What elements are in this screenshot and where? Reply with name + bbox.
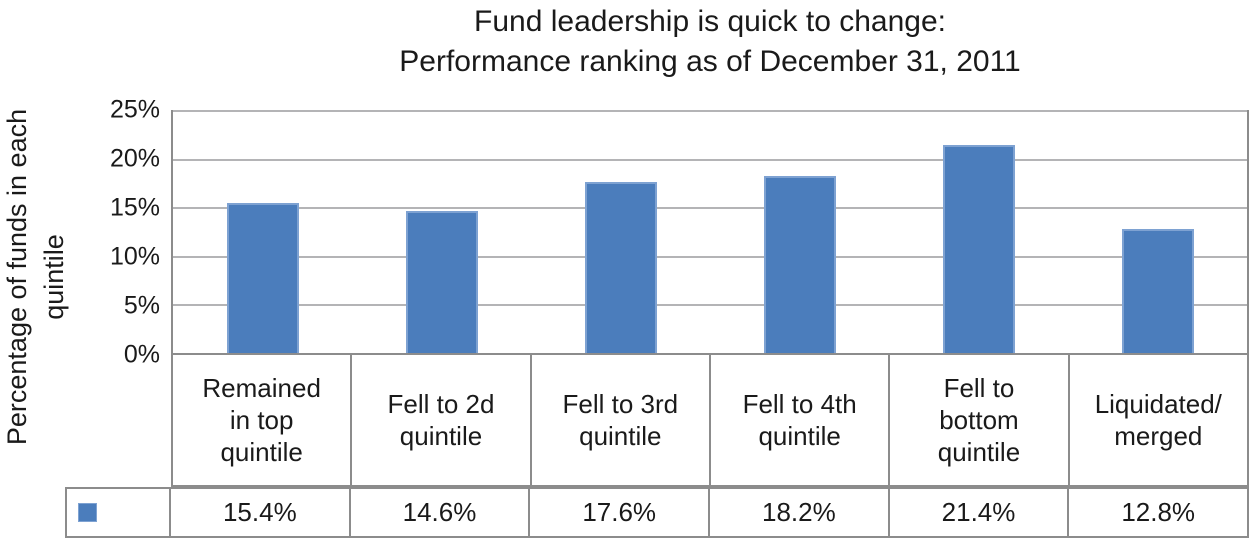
value-cell: 12.8% bbox=[1121, 497, 1196, 527]
category-cell: Fell to 4th quintile bbox=[711, 355, 891, 485]
value-cell: 15.4% bbox=[171, 489, 351, 536]
y-axis-tick-labels: 25% 20% 15% 10% 5% 0% bbox=[40, 96, 160, 369]
category-cell: Remained in top quintile bbox=[173, 355, 353, 485]
category-label-line: quintile bbox=[758, 421, 841, 451]
category-axis-row: Remained in top quintile Fell to 2d quintile… bbox=[171, 355, 1249, 487]
y-tick-label: 10% bbox=[109, 242, 160, 271]
category-label-line: Fell to 2d bbox=[387, 389, 495, 419]
gridline bbox=[173, 207, 1247, 210]
legend-cell bbox=[67, 489, 171, 536]
y-tick-label: 5% bbox=[123, 291, 160, 320]
value-cell: 14.6% bbox=[351, 489, 531, 536]
category-label-line: quintile bbox=[399, 421, 483, 451]
bar bbox=[942, 145, 1015, 353]
y-tick-label: 25% bbox=[109, 95, 160, 124]
series-legend-swatch-icon bbox=[78, 503, 97, 522]
gridline bbox=[173, 255, 1247, 258]
bar bbox=[226, 203, 299, 353]
category-label-line: quintile bbox=[220, 437, 303, 467]
category-label-line: Remained bbox=[202, 373, 321, 403]
category-cell: Fell to bottom quintile bbox=[890, 355, 1070, 485]
bar bbox=[763, 176, 836, 353]
category-cell: Fell to 3rd quintile bbox=[532, 355, 711, 485]
data-table-row: 15.4% 14.6% 17.6% 18.2% 21.4% 12.8% bbox=[65, 487, 1249, 538]
category-label-line: Fell to 3rd bbox=[562, 389, 679, 419]
bar bbox=[584, 181, 657, 353]
category-label-line: quintile bbox=[579, 421, 662, 451]
plot-area bbox=[171, 110, 1249, 355]
chart-title-line-2: Performance ranking as of December 31, 2… bbox=[399, 45, 1021, 78]
y-tick-label: 15% bbox=[109, 193, 160, 222]
bar bbox=[405, 211, 478, 353]
category-label-line: Liquidated/ bbox=[1094, 389, 1222, 419]
value-cell: 21.4% bbox=[890, 489, 1070, 536]
category-cell: Liquidated/merged bbox=[1070, 355, 1247, 485]
gridline bbox=[173, 158, 1247, 161]
y-axis-title-line-1: Percentage of funds in each bbox=[2, 108, 32, 446]
category-cell: Fell to 2d quintile bbox=[352, 355, 532, 485]
category-label-line: in top bbox=[229, 405, 294, 435]
value-cell: 18.2% bbox=[710, 489, 890, 536]
value-cell: 17.6% bbox=[530, 489, 711, 536]
y-tick-label: 20% bbox=[109, 144, 160, 173]
category-label-line: merged bbox=[1114, 421, 1203, 451]
chart-title-line-1: Fund leadership is quick to change: bbox=[474, 5, 946, 38]
category-label-line: quintile bbox=[937, 437, 1021, 467]
category-label-line: bottom bbox=[939, 405, 1019, 435]
gridline bbox=[173, 304, 1247, 307]
category-label-line: Fell to 4th bbox=[742, 389, 857, 419]
chart-title: Fund leadership is quick to change: Perf… bbox=[171, 2, 1249, 82]
y-tick-label: 0% bbox=[123, 340, 160, 369]
bar bbox=[1121, 228, 1194, 353]
category-label-line: Fell to bbox=[943, 373, 1015, 403]
gridline bbox=[173, 110, 1247, 112]
